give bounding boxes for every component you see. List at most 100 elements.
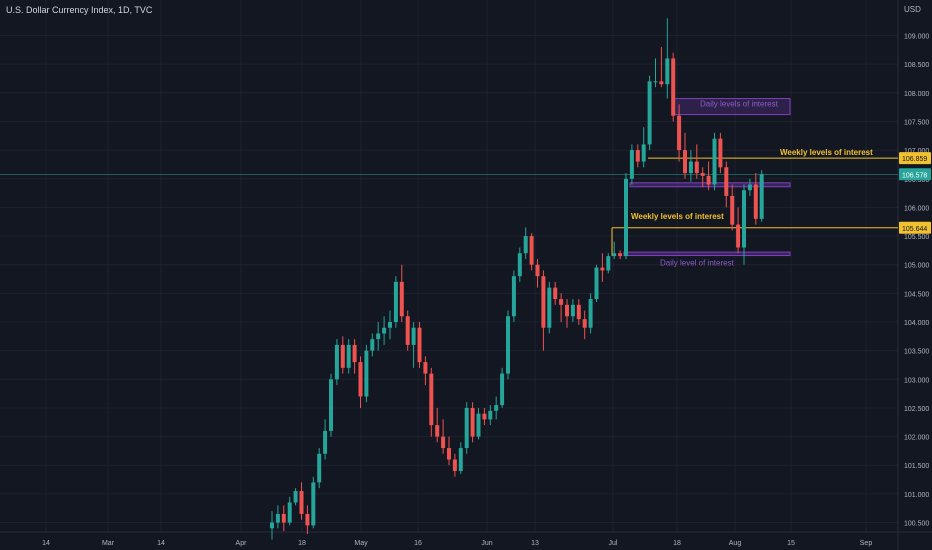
candle-body (529, 236, 534, 265)
candle-body (340, 344, 345, 368)
candle-body (588, 299, 593, 328)
candle-body (553, 287, 558, 300)
candle-body (759, 174, 764, 219)
chart-title: U.S. Dollar Currency Index, 1D, TVC (6, 5, 153, 15)
candle-body (736, 224, 741, 248)
candle-body (677, 115, 682, 151)
candle-body (293, 491, 298, 503)
candle-body (706, 175, 711, 185)
candle-body (393, 281, 398, 322)
candle-body (275, 513, 280, 523)
candle-body (565, 304, 569, 317)
candle-body (299, 491, 304, 514)
price-tick-label: 105.000 (904, 263, 929, 270)
time-tick-label: Apr (236, 540, 248, 547)
candle-body (517, 253, 522, 277)
candle-body (429, 373, 434, 426)
candle-body (441, 436, 446, 449)
candle-body (458, 448, 463, 471)
candle-body (270, 522, 274, 529)
weekly-level-label-high: Weekly levels of interest (780, 148, 873, 157)
candle-body (659, 81, 664, 85)
candle-body (742, 190, 746, 248)
levels-layer (0, 98, 898, 257)
price-tick-label: 108.500 (904, 62, 929, 69)
price-tick-label: 106.000 (904, 205, 929, 212)
daily-level-low (623, 251, 791, 257)
candle-body (694, 161, 699, 174)
candles-layer (270, 18, 764, 540)
price-badge-current-bg (899, 168, 931, 181)
candle-body (488, 410, 493, 420)
candle-body (506, 316, 510, 374)
price-tick-label: 101.500 (904, 463, 929, 470)
price-badge-weekly-high-bg (899, 152, 931, 165)
price-axis-label: USD (904, 5, 921, 14)
time-tick-label: 16 (414, 540, 422, 547)
daily-level-label: Daily level of interest (660, 259, 735, 268)
price-tick-label: 107.500 (904, 119, 929, 126)
candle-body (582, 319, 587, 328)
annotation-labels: Weekly levels of interest Weekly levels o… (631, 100, 873, 268)
candle-body (730, 195, 735, 225)
candle-body (629, 150, 634, 179)
price-axis[interactable]: USD 100.500 101.000 101.500 102.000 102.500 1… (899, 5, 931, 528)
candle-body (482, 413, 487, 420)
price-tick-label: 101.000 (904, 492, 929, 499)
candle-body (718, 138, 723, 168)
candle-body (523, 236, 528, 254)
candle-body (559, 299, 564, 305)
price-tick-label: 100.500 (904, 521, 929, 528)
candle-body (671, 58, 676, 116)
candle-body (700, 173, 705, 176)
candle-body (618, 253, 623, 257)
candle-body (535, 264, 540, 277)
time-axis[interactable]: 14 Mar 14 Apr 18 May 16 Jun 13 Jul 18 Aug 15 Sep (42, 540, 872, 547)
time-tick-label: May (354, 540, 368, 547)
price-tick-label: 107.000 (904, 148, 929, 155)
candle-body (570, 304, 575, 317)
price-badge-weekly-low: 105.644 (902, 226, 927, 233)
price-tick-label: 102.000 (904, 435, 929, 442)
candle-body (600, 267, 605, 271)
time-tick-label: 13 (531, 540, 539, 547)
candle-body (399, 281, 404, 317)
candle-body (624, 178, 628, 257)
price-badge-weekly-low-bg (899, 221, 931, 234)
candle-body (388, 322, 392, 328)
time-tick-label: Jun (481, 540, 492, 547)
time-tick-label: Sep (860, 540, 873, 547)
candle-body (311, 482, 316, 526)
candle-body (541, 276, 546, 328)
candle-body (747, 184, 752, 191)
candle-body (753, 184, 758, 219)
time-tick-label: 18 (298, 540, 306, 547)
candle-body (323, 430, 328, 454)
price-tick-label: 105.500 (904, 234, 929, 241)
candle-body (358, 362, 363, 397)
price-tick-label: 108.000 (904, 91, 929, 98)
time-tick-label: 14 (42, 540, 50, 547)
candle-body (665, 58, 670, 85)
time-tick-label: Aug (729, 540, 742, 547)
candle-body (576, 304, 581, 320)
candle-body (364, 350, 369, 397)
candle-body (329, 379, 333, 431)
candle-body (683, 150, 687, 174)
candle-body (712, 138, 717, 185)
price-badge-weekly-high: 106.859 (902, 156, 927, 163)
candle-body (370, 339, 375, 351)
candle-body (635, 150, 640, 162)
candle-body (653, 81, 658, 83)
candle-body (405, 316, 410, 345)
candle-body (281, 513, 286, 523)
candle-body (494, 405, 499, 411)
price-tick-label: 109.000 (904, 34, 929, 41)
candle-body (476, 413, 481, 437)
daily-zone-label: Daily levels of interest (700, 100, 779, 109)
candle-body (346, 344, 351, 368)
candle-body (594, 267, 599, 300)
time-tick-label: 15 (787, 540, 795, 547)
